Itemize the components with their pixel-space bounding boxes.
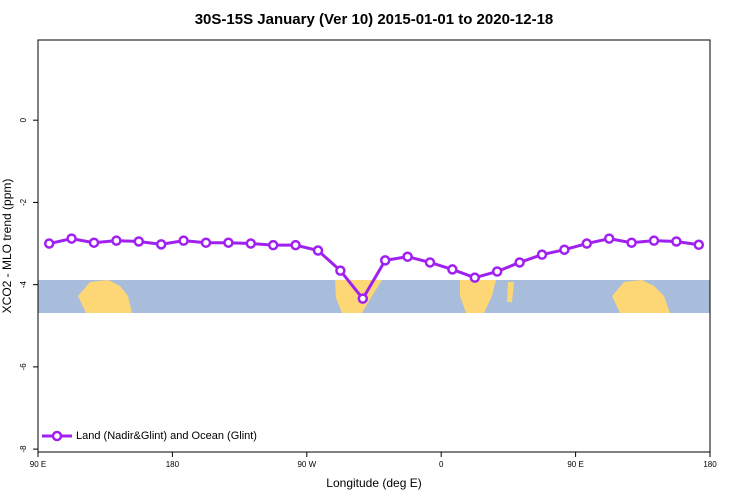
data-point <box>491 266 503 277</box>
data-point <box>379 255 391 266</box>
data-point <box>559 244 570 255</box>
y-tick-label: 0 <box>19 117 28 122</box>
map-band <box>38 280 710 313</box>
data-point <box>200 237 212 248</box>
data-point <box>693 239 705 251</box>
x-tick-label: 90 E <box>30 460 46 469</box>
legend: Land (Nadir&Glint) and Ocean (Glint) <box>42 430 257 442</box>
x-tick-label: 90 E <box>567 460 583 469</box>
x-tick-label: 180 <box>166 460 180 469</box>
data-point <box>357 293 369 304</box>
data-point <box>671 236 682 247</box>
x-tick-label: 90 W <box>297 460 316 469</box>
legend-marker <box>51 430 63 442</box>
x-axis-title: Longitude (deg E) <box>326 476 421 490</box>
data-point <box>312 245 324 256</box>
data-point <box>603 233 615 244</box>
data-point <box>648 235 660 246</box>
data-point <box>424 257 436 268</box>
y-tick-label: -6 <box>19 363 28 371</box>
data-point <box>133 236 145 247</box>
plot-frame <box>37 39 711 453</box>
legend-label: Land (Nadir&Glint) and Ocean (Glint) <box>76 430 257 442</box>
data-point <box>88 237 100 248</box>
y-tick-label: -2 <box>19 198 28 206</box>
chart-title: 30S-15S January (Ver 10) 2015-01-01 to 2… <box>195 11 554 28</box>
data-point <box>447 264 458 275</box>
y-tick-label: -4 <box>19 281 28 289</box>
data-point <box>111 235 122 246</box>
data-point <box>581 238 593 249</box>
data-point <box>290 239 301 251</box>
data-point <box>514 257 525 268</box>
data-point <box>223 237 234 248</box>
data-point <box>66 233 77 244</box>
data-point <box>43 238 55 249</box>
data-point <box>469 272 481 283</box>
data-point <box>178 235 189 246</box>
data-point <box>245 238 257 249</box>
data-point <box>402 251 413 262</box>
x-tick-label: 180 <box>703 460 717 469</box>
data-point <box>626 237 637 248</box>
data-point <box>155 239 167 250</box>
x-tick-label: 0 <box>439 460 444 469</box>
data-point <box>335 265 346 276</box>
y-tick-label: -8 <box>19 445 28 453</box>
y-axis-title: XCO2 - MLO trend (ppm) <box>0 179 14 314</box>
data-point <box>536 249 548 260</box>
data-point <box>267 239 279 251</box>
